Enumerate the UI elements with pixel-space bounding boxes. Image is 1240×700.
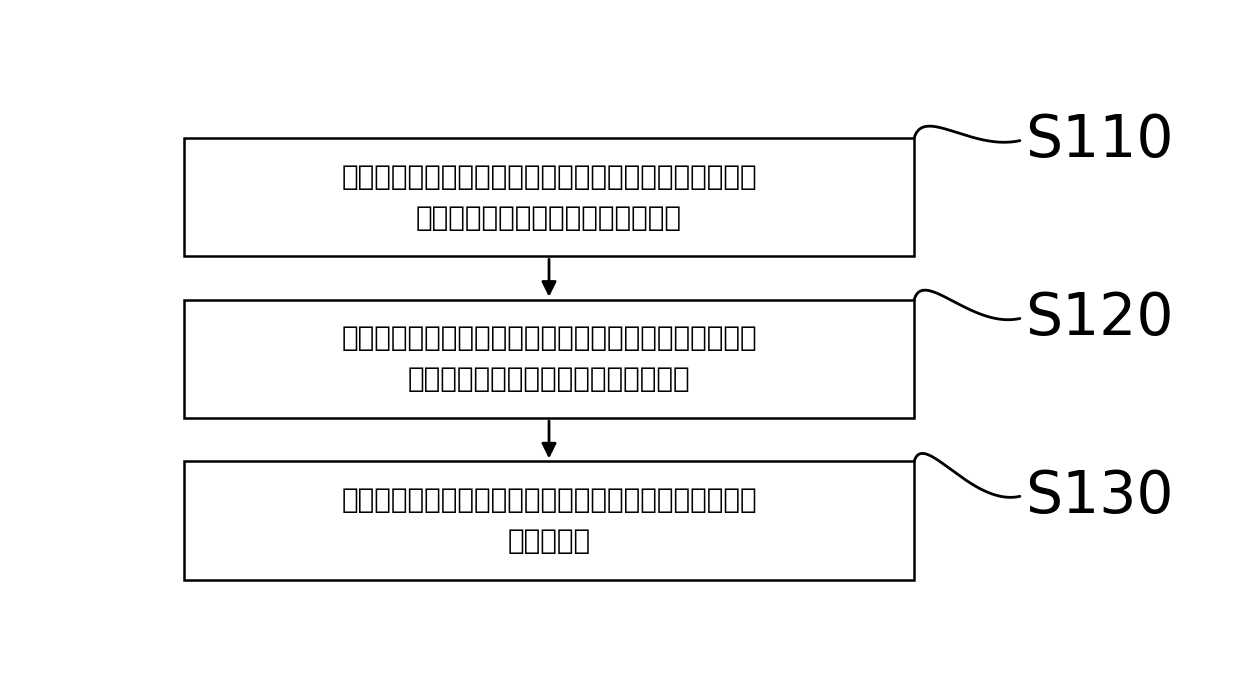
Text: 对待测区域，采用激光雷达组网监测大气污染物分布的时
间数据和空间数据，确定污染源区域；: 对待测区域，采用激光雷达组网监测大气污染物分布的时 间数据和空间数据，确定污染源…	[341, 324, 756, 393]
Text: 对污染源区域，采用地面网格化监测污染物成分及位置，
定位污染源: 对污染源区域，采用地面网格化监测污染物成分及位置， 定位污染源	[341, 486, 756, 555]
Bar	[184, 138, 914, 256]
Bar	[184, 300, 914, 418]
Text: S110: S110	[1024, 112, 1173, 169]
Text: 对待测区域，采用卫星遥感监测大气污染物分布和扩散趋
势，并判断污染源属本地源或外来源: 对待测区域，采用卫星遥感监测大气污染物分布和扩散趋 势，并判断污染源属本地源或外…	[341, 162, 756, 232]
Text: S130: S130	[1024, 468, 1173, 525]
Bar	[184, 461, 914, 580]
Text: S120: S120	[1024, 290, 1173, 347]
